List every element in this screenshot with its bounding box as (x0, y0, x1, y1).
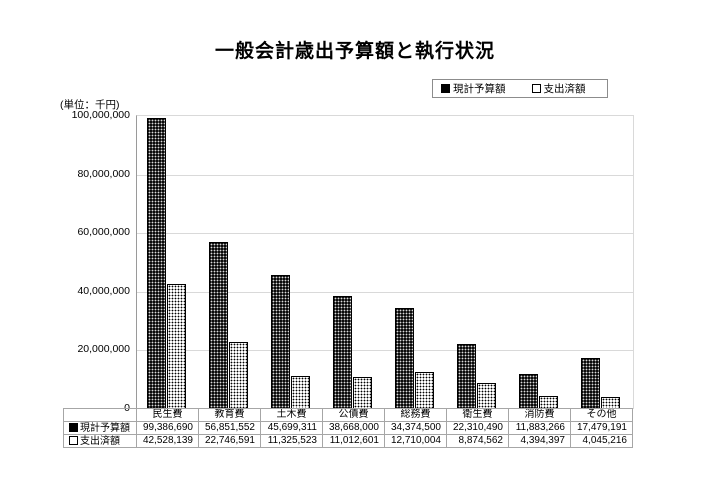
legend: 現計予算額 支出済額 (432, 79, 608, 98)
gridline (137, 233, 633, 234)
table-header-cell: 土木費 (260, 408, 323, 422)
table-value-cell: 22,746,591 (198, 434, 261, 448)
bar-spent-2 (291, 376, 310, 409)
bar-budget-3 (333, 296, 352, 409)
table-value-cell: 11,325,523 (260, 434, 323, 448)
bar-budget-6 (519, 374, 538, 409)
filled-square-icon (69, 422, 78, 432)
table-value-cell: 11,012,601 (322, 434, 385, 448)
table-value-cell: 42,528,139 (136, 434, 199, 448)
table-header-cell: 総務費 (384, 408, 447, 422)
table-header-cell: 消防費 (508, 408, 571, 422)
legend-label-spent: 支出済額 (543, 83, 586, 95)
table-corner-cell (63, 408, 137, 422)
table-value-cell: 99,386,690 (136, 421, 199, 435)
unit-label: (単位：千円) (60, 99, 120, 111)
table-row: 現計予算額 99,386,690 56,851,552 45,699,311 38,66… (63, 421, 633, 435)
table-value-cell: 45,699,311 (260, 421, 323, 435)
table-value-cell: 4,045,216 (570, 434, 633, 448)
plot-area (136, 115, 634, 409)
table-value-cell: 4,394,397 (508, 434, 571, 448)
bar-spent-6 (539, 396, 558, 409)
bar-budget-4 (395, 308, 414, 409)
table-value-cell: 8,874,562 (446, 434, 509, 448)
y-axis-tick-label: 100,000,000 (71, 109, 130, 121)
table-value-cell: 56,851,552 (198, 421, 261, 435)
open-square-icon (69, 435, 78, 445)
bar-spent-7 (601, 397, 620, 409)
table-row-label: 支出済額 (63, 434, 137, 448)
table-value-cell: 34,374,500 (384, 421, 447, 435)
table-value-cell: 38,668,000 (322, 421, 385, 435)
bar-budget-1 (209, 242, 228, 409)
gridline (137, 292, 633, 293)
table-row-label: 現計予算額 (63, 421, 137, 435)
table-header-cell: 公債費 (322, 408, 385, 422)
bar-spent-1 (229, 342, 248, 409)
table-row: 支出済額 42,528,139 22,746,591 11,325,523 11,012… (63, 434, 633, 448)
data-table: 民生費 教育費 土木費 公債費 総務費 衛生費 消防費 その他 現計予算額 99,386,690 5… (63, 408, 633, 448)
legend-item-budget: 現計予算額 (441, 81, 506, 96)
bar-budget-7 (581, 358, 600, 409)
table-header-cell: 民生費 (136, 408, 199, 422)
bar-budget-0 (147, 118, 166, 409)
gridline (137, 350, 633, 351)
y-axis-tick-label: 80,000,000 (77, 168, 130, 180)
table-value-cell: 22,310,490 (446, 421, 509, 435)
table-header-cell: 教育費 (198, 408, 261, 422)
y-axis-tick-label: 20,000,000 (77, 343, 130, 355)
bar-spent-5 (477, 383, 496, 409)
y-axis-tick-label: 40,000,000 (77, 285, 130, 297)
gridline (137, 175, 633, 176)
bar-spent-3 (353, 377, 372, 409)
bar-spent-4 (415, 372, 434, 409)
bar-budget-5 (457, 344, 476, 409)
table-header-cell: 衛生費 (446, 408, 509, 422)
bar-budget-2 (271, 275, 290, 409)
legend-item-spent: 支出済額 (531, 81, 586, 96)
table-value-cell: 17,479,191 (570, 421, 633, 435)
table-header-cell: その他 (570, 408, 633, 422)
legend-label-budget: 現計予算額 (453, 83, 506, 95)
table-value-cell: 11,883,266 (508, 421, 571, 435)
open-square-icon (531, 84, 541, 93)
y-axis-tick-label: 60,000,000 (77, 226, 130, 238)
bar-spent-0 (167, 284, 186, 409)
table-value-cell: 12,710,004 (384, 434, 447, 448)
table-body: 民生費 教育費 土木費 公債費 総務費 衛生費 消防費 その他 現計予算額 99,386,690 5… (63, 408, 633, 448)
chart-title: 一般会計歳出予算額と執行状況 (214, 41, 495, 62)
filled-square-icon (441, 84, 450, 93)
